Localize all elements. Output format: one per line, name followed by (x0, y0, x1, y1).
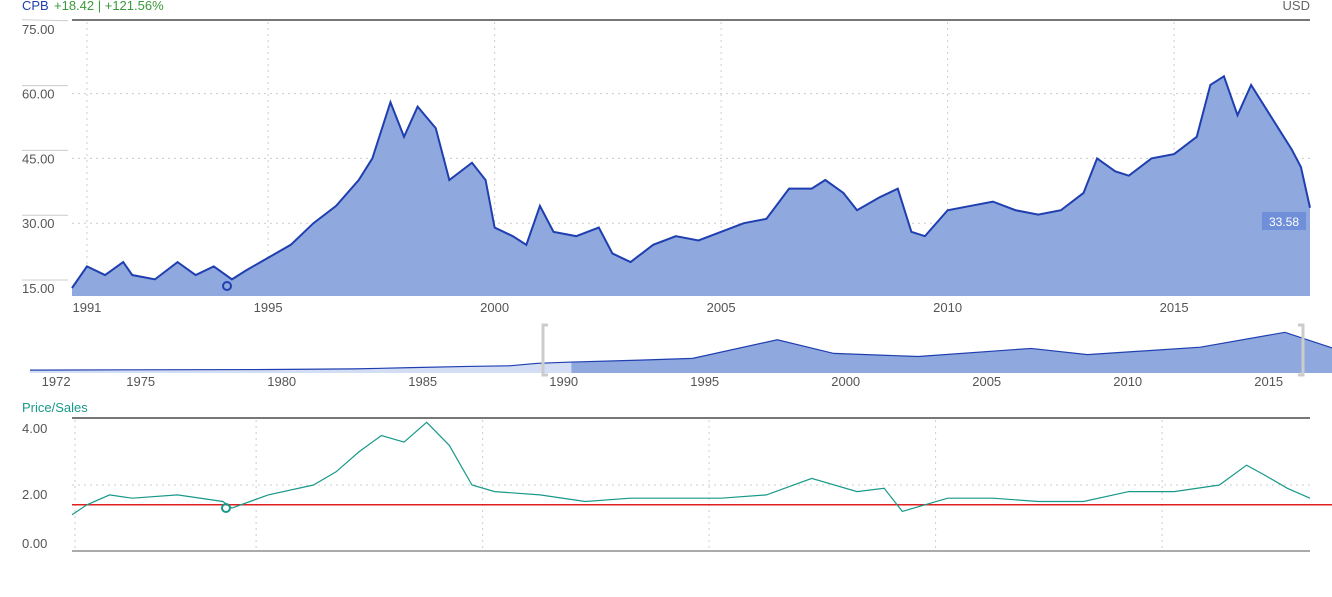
y-tick-label: 45.00 (22, 151, 55, 166)
x-tick-label: 2010 (933, 300, 962, 315)
last-price-badge (1262, 212, 1306, 230)
y-tick-line (21, 19, 69, 22)
navigator-tick-label: 2000 (831, 374, 860, 389)
navigator-tick-label: 1985 (408, 374, 437, 389)
ratio-hover-marker (221, 503, 231, 513)
navigator-tick-label: 1972 (42, 374, 71, 389)
ratio-y-tick-label: 2.00 (22, 487, 47, 502)
ticker-label: CPB (22, 0, 49, 13)
x-tick-label: 1995 (254, 300, 283, 315)
x-tick-label: 2000 (480, 300, 509, 315)
navigator-right-handle[interactable] (1298, 323, 1305, 377)
navigator-tick-label: 1995 (690, 374, 719, 389)
navigator-tick-label: 1990 (549, 374, 578, 389)
y-tick-label: 60.00 (22, 87, 55, 102)
price-sales-title: Price/Sales (22, 400, 88, 415)
ratio-y-tick-label: 4.00 (22, 421, 47, 436)
navigator-tick-label: 2015 (1254, 374, 1283, 389)
hover-marker (222, 281, 232, 291)
y-tick-label: 30.00 (22, 216, 55, 231)
navigator-line (29, 331, 1332, 371)
navigator-left-handle[interactable] (541, 323, 548, 377)
navigator-tick-label: 2010 (1113, 374, 1142, 389)
y-tick-label: 15.00 (22, 281, 55, 296)
x-tick-label: 2015 (1160, 300, 1189, 315)
y-tick-label: 75.00 (22, 22, 55, 37)
change-label: +18.42 | +121.56% (54, 0, 164, 13)
price-line (71, 74, 1311, 289)
currency-label: USD (1283, 0, 1310, 13)
navigator-tick-label: 1980 (267, 374, 296, 389)
last-price-label: 33.58 (1269, 215, 1299, 229)
x-tick-label: 2005 (707, 300, 736, 315)
x-tick-label: 1991 (72, 300, 101, 315)
navigator-tick-label: 1975 (126, 374, 155, 389)
ratio-y-tick-label: 0.00 (22, 536, 47, 551)
price-sales-line (71, 421, 1311, 516)
navigator-tick-label: 2005 (972, 374, 1001, 389)
navigator-selection (571, 332, 1332, 373)
